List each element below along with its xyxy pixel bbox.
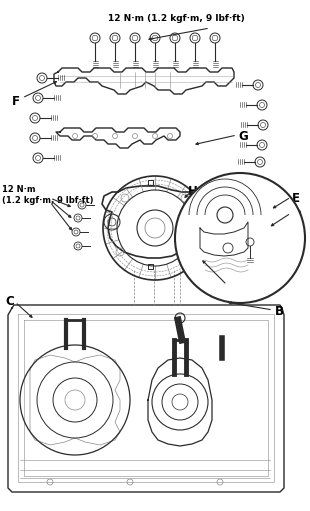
Bar <box>148 180 153 185</box>
Text: 12 N·m (1.2 kgf·m, 9 lbf·ft): 12 N·m (1.2 kgf·m, 9 lbf·ft) <box>108 14 245 23</box>
Text: D: D <box>292 208 302 221</box>
Text: A: A <box>228 280 237 293</box>
Text: E: E <box>292 192 300 205</box>
Bar <box>148 180 153 185</box>
Text: C: C <box>5 295 14 308</box>
Bar <box>148 265 153 269</box>
Text: 12 N·m
(1.2 kgf·m, 9 lbf·ft): 12 N·m (1.2 kgf·m, 9 lbf·ft) <box>2 185 94 205</box>
Circle shape <box>175 173 305 303</box>
Text: G: G <box>238 130 248 143</box>
Text: B: B <box>275 305 284 318</box>
Text: F: F <box>12 95 20 108</box>
Bar <box>148 265 153 269</box>
Text: H: H <box>188 185 198 198</box>
